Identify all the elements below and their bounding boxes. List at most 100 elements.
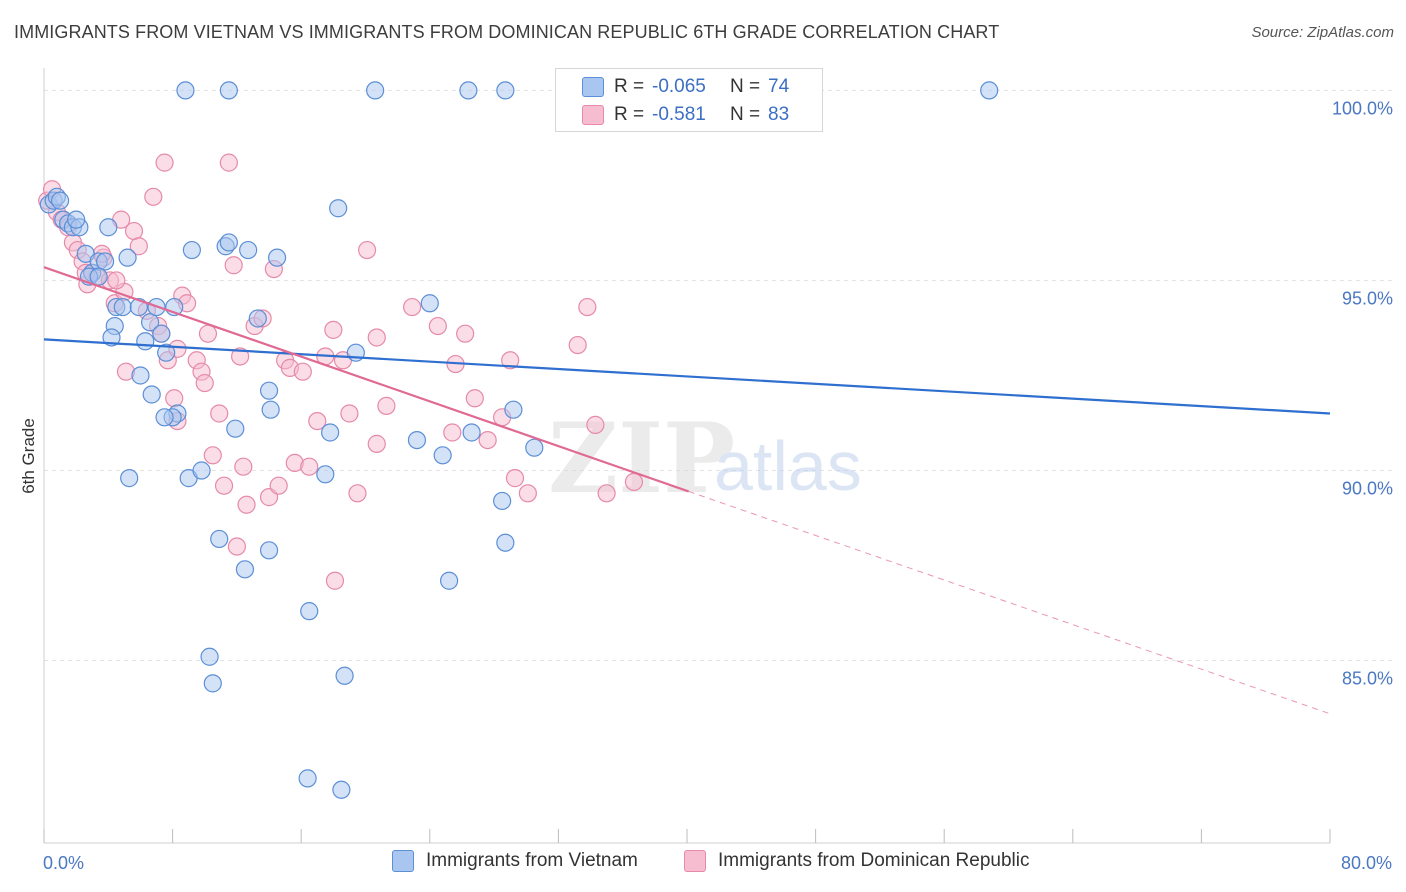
legend-n-label: N = [730,76,761,97]
vietnam-point [140,313,160,332]
dominican-point [144,187,163,206]
vietnam-point [321,423,340,442]
vietnam-point [329,199,348,218]
dominican-point [219,153,238,172]
vietnam-point [504,400,523,419]
vietnam-point [67,210,86,229]
dominican-point [227,537,246,556]
dominican-point [214,476,234,495]
dominican-point [293,362,312,381]
dominican-point [478,430,497,450]
vietnam-point [980,81,999,100]
dominican-point [505,469,525,488]
dominican-point [300,457,319,476]
dominican-point [367,328,386,347]
watermark: ZIP atlas [548,402,862,515]
vietnam-point [219,81,238,100]
dominican-point [308,411,327,431]
legend-swatch-vietnam [582,77,604,97]
vietnam-point [407,430,427,450]
dominican-point [518,484,537,503]
dominican-point [195,373,214,393]
dominican-point [224,256,243,275]
vietnam-point [131,366,150,385]
dominican-point [325,571,345,590]
vietnam-point [226,419,245,438]
series-vietnam-points [39,81,999,799]
vietnam-point [248,309,267,328]
vietnam-point [120,469,139,488]
legend-r-value: -0.065 [652,76,706,97]
vietnam-point [300,602,319,621]
dominican-point [269,476,288,495]
y-tick-label: 85.0% [1342,669,1393,689]
dominican-point [165,389,184,408]
series-dominican-points [38,153,644,590]
y-tick-label: 90.0% [1342,479,1393,499]
dominican-point [465,389,484,408]
dominican-point [597,484,616,503]
dominican-point [428,316,447,336]
vietnam-point [219,233,238,252]
vietnam-point [142,385,161,404]
dominican-point [586,415,605,434]
legend-swatch-dominican [582,105,604,125]
dominican-point [456,324,475,343]
dominican-point [210,404,229,423]
legend-r-label: R = [614,104,645,125]
vietnam-point [95,252,115,271]
vietnam-point [439,571,459,590]
dominican-point [198,324,218,343]
dominican-point [443,423,462,442]
vietnam-point [259,381,279,400]
vietnam-trend-line [43,338,1331,415]
legend-swatch-vietnam [392,850,414,872]
axes [43,68,1331,844]
legend-r-value: -0.581 [652,104,706,125]
dominican-point [578,297,597,317]
vietnam-point [182,240,201,260]
vietnam-point [496,533,515,552]
dominican-point [234,457,253,476]
watermark-atlas: atlas [714,427,862,505]
vietnam-point [462,423,481,442]
vietnam-point [118,248,137,267]
y-tick-label: 100.0% [1332,98,1393,118]
dominican-trend-extension [688,490,1331,715]
dominican-point [107,271,126,290]
legend-row-vietnam: R = -0.065 N = 74 [556,73,789,101]
vietnam-point [89,267,108,286]
legend-n-label: N = [730,104,761,125]
legend-label-vietnam: Immigrants from Vietnam [426,850,638,871]
trend-lines [43,266,1331,715]
series-legend: Immigrants from Vietnam Immigrants from … [0,850,1406,880]
y-axis-title: 6th Grade [19,418,38,494]
x-tick-min-label: 0.0% [43,853,84,873]
legend-item-dominican: Immigrants from Dominican Republic [684,850,1030,872]
vietnam-point [433,446,452,465]
vietnam-point [210,529,229,549]
dominican-point [324,320,343,339]
vietnam-point [155,408,174,427]
dominican-point [340,404,359,423]
vietnam-point [152,324,171,343]
vietnam-point [176,81,195,100]
vietnam-point [335,666,354,685]
legend-r-label: R = [614,76,645,97]
vietnam-point [99,218,118,237]
dominican-trend-line [43,266,689,493]
dominican-point [348,484,367,503]
vietnam-point [525,438,544,457]
chart-title: IMMIGRANTS FROM VIETNAM VS IMMIGRANTS FR… [14,22,1000,42]
legend-row-dominican: R = -0.581 N = 83 [556,101,789,129]
vietnam-point [267,248,287,267]
vietnam-point [239,240,258,260]
legend-n-value: 83 [768,104,790,125]
x-tick-max-label: 80.0% [1341,853,1392,873]
legend-n-value: 74 [768,76,790,97]
y-tick-label: 95.0% [1342,288,1393,308]
vietnam-point [50,191,70,210]
vietnam-point [316,465,335,484]
vietnam-point [298,769,317,788]
dominican-point [237,495,256,514]
